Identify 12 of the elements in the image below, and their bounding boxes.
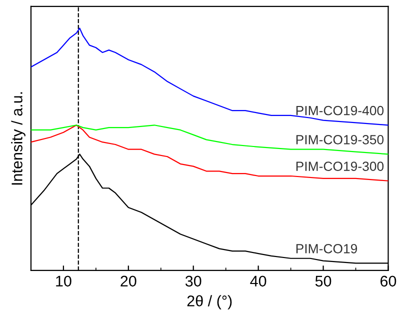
x-tick-label: 30 <box>185 276 202 287</box>
series-label: PIM-CO19-400 <box>296 106 384 116</box>
x-tick-label: 50 <box>315 276 332 287</box>
series-label: PIM-CO19-350 <box>296 134 384 144</box>
y-axis-title: Intensity / a.u. <box>11 92 26 185</box>
x-tick-label: 60 <box>380 276 396 287</box>
series-label: PIM-CO19 <box>296 244 358 254</box>
series-label: PIM-CO19-300 <box>296 162 384 171</box>
x-tick-label: 10 <box>56 276 72 287</box>
x-tick-label: 20 <box>120 276 136 287</box>
x-tick-label: 40 <box>250 276 266 287</box>
x-axis-title: 2θ / (°) <box>187 295 232 310</box>
